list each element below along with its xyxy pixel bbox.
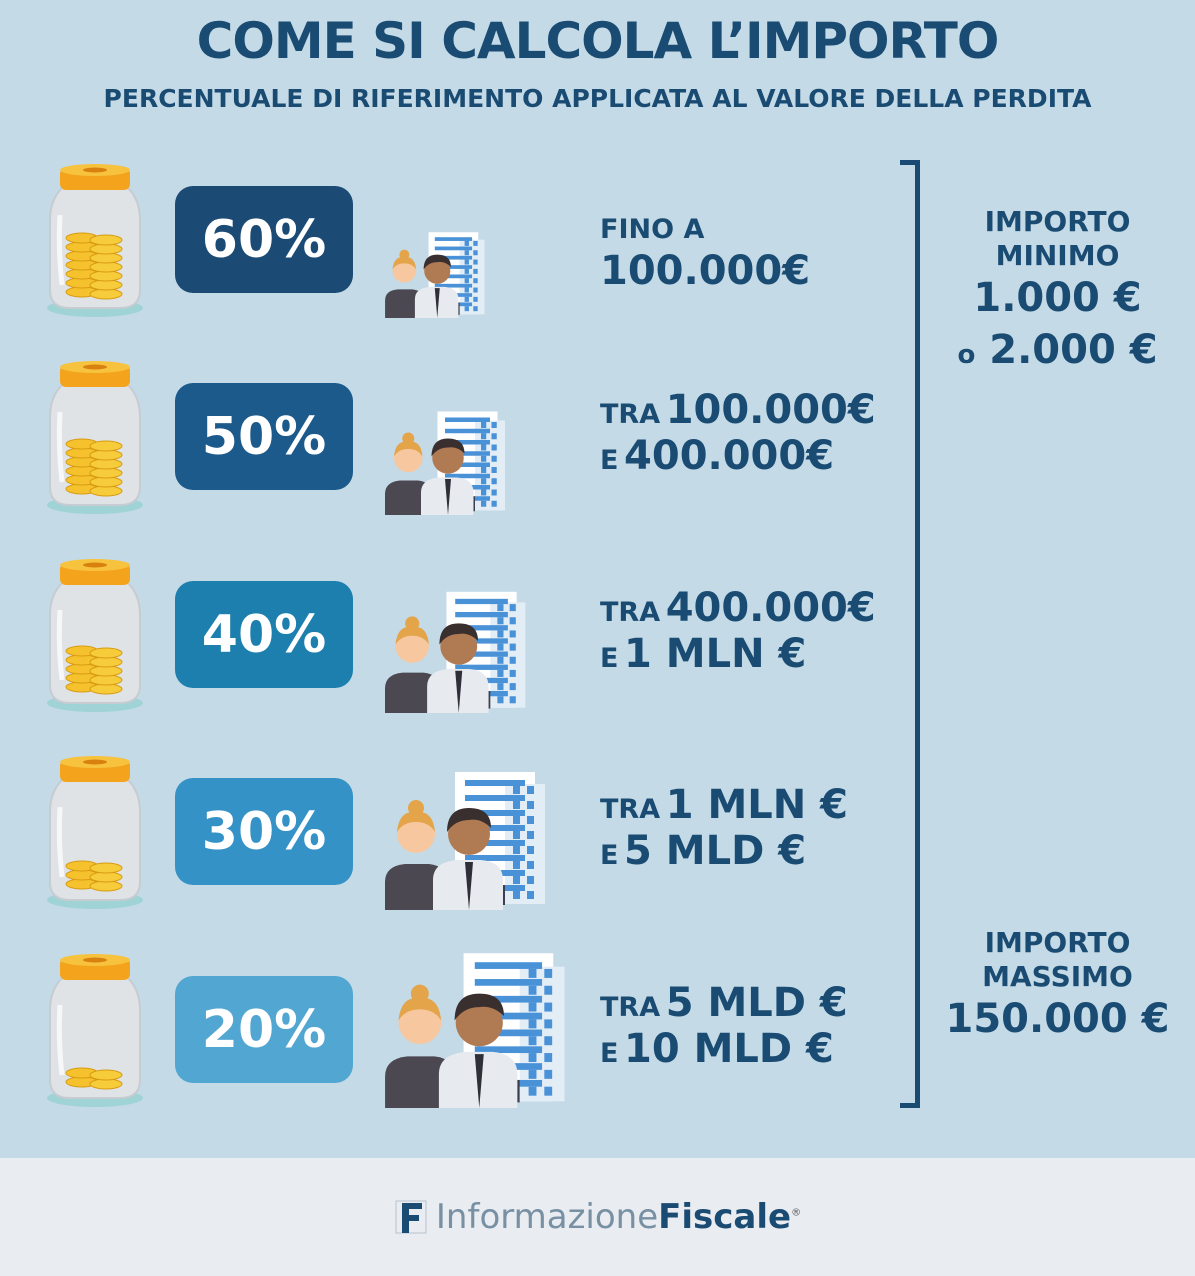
- maximum-label-2: MASSIMO: [982, 959, 1133, 993]
- tier-row: 20% TRA 5 MLD € E 10 MLD €: [0, 950, 900, 1148]
- brand-light: Informazione: [435, 1197, 659, 1237]
- range-text: TRA 5 MLD € E 10 MLD €: [600, 980, 848, 1072]
- registered-mark: ®: [791, 1207, 802, 1219]
- minimum-value-1: 1.000 €: [973, 275, 1142, 322]
- range-text: TRA 1 MLN € E 5 MLD €: [600, 782, 848, 874]
- range-text: TRA 400.000€ E 1 MLN €: [600, 585, 876, 677]
- percent-badge: 50%: [175, 383, 353, 490]
- range-value-2: 1 MLN €: [624, 631, 807, 677]
- brand-name: InformazioneFiscale®: [436, 1197, 801, 1237]
- range-value-2: 5 MLD €: [624, 828, 807, 874]
- maximum-label-1: IMPORTO: [984, 926, 1131, 959]
- range-value-2: 10 MLD €: [624, 1026, 834, 1072]
- footer: InformazioneFiscale®: [0, 1158, 1195, 1276]
- bracket-divider: [900, 160, 920, 1108]
- coin-jar-icon: [47, 954, 143, 1107]
- maximum-value: 150.000 €: [945, 996, 1170, 1043]
- range-prefix-1: TRA: [600, 992, 661, 1023]
- range-value-1: 100.000€: [665, 387, 876, 433]
- range-value-2: 400.000€: [624, 433, 835, 479]
- minimum-label-1: IMPORTO: [984, 205, 1131, 238]
- tier-row: 30% TRA 1 MLN € E 5 MLD €: [0, 752, 900, 950]
- minimum-or: o: [957, 340, 976, 371]
- range-prefix-2: E: [600, 643, 619, 674]
- range-prefix-2: E: [600, 840, 619, 871]
- brand-bold: Fiscale: [658, 1197, 792, 1237]
- percent-badge: 40%: [175, 581, 353, 688]
- range-prefix-1: TRA: [600, 597, 661, 628]
- range-value-1: 400.000€: [665, 585, 876, 631]
- range-prefix-1: TRA: [600, 399, 661, 430]
- minimum-value-2: 2.000 €: [989, 327, 1158, 374]
- logo-f-icon: [395, 1200, 427, 1234]
- tier-row: 40% TRA 400.000€ E 1 MLN €: [0, 555, 900, 753]
- range-prefix-2: E: [600, 445, 619, 476]
- maximum-amount-block: IMPORTO MASSIMO 150.000 €: [930, 926, 1185, 1045]
- coin-jar-icon: [47, 756, 143, 909]
- percent-badge: 30%: [175, 778, 353, 885]
- range-prefix-1: TRA: [600, 794, 661, 825]
- percent-badge: 60%: [175, 186, 353, 293]
- coin-jar-icon: [47, 559, 143, 712]
- coin-jar-icon: [47, 361, 143, 514]
- range-text: TRA 100.000€ E 400.000€: [600, 387, 876, 479]
- range-prefix-1: FINO A: [600, 214, 705, 245]
- range-value-1: 1 MLN €: [665, 782, 848, 828]
- range-value-2: 100.000€: [600, 248, 811, 294]
- range-prefix-2: E: [600, 1038, 619, 1069]
- percent-badge: 20%: [175, 976, 353, 1083]
- page-subtitle: PERCENTUALE DI RIFERIMENTO APPLICATA AL …: [103, 84, 1092, 113]
- business-people-icon: [385, 232, 485, 318]
- range-value-1: 5 MLD €: [665, 980, 848, 1026]
- business-people-icon: [385, 411, 505, 515]
- coin-jar-icon: [47, 164, 143, 317]
- minimum-amount-block: IMPORTO MINIMO 1.000 € o 2.000 €: [930, 205, 1185, 376]
- business-people-icon: [385, 591, 526, 713]
- minimum-label-2: MINIMO: [995, 238, 1120, 272]
- tier-row: 60% FINO A 100.000€: [0, 160, 900, 358]
- business-people-icon: [385, 953, 565, 1108]
- page-title: COME SI CALCOLA L’IMPORTO: [196, 12, 1000, 70]
- business-people-icon: [385, 772, 545, 910]
- range-text: FINO A 100.000€: [600, 202, 810, 294]
- tier-row: 50% TRA 100.000€ E 400.000€: [0, 357, 900, 555]
